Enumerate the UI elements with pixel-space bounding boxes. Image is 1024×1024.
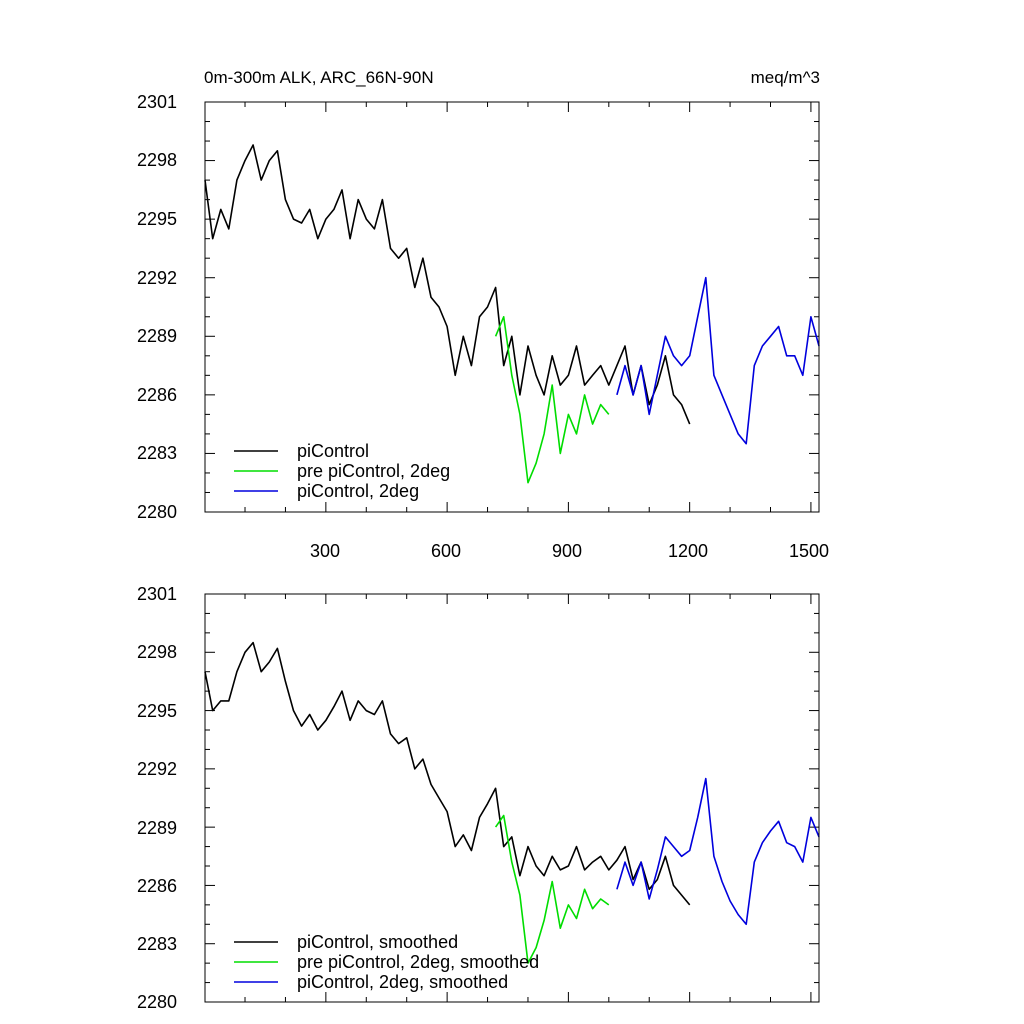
units-label: meq/m^3 <box>751 68 820 87</box>
y-tick-label: 2292 <box>137 759 177 779</box>
y-tick-label: 2283 <box>137 443 177 463</box>
legend-label: piControl <box>297 441 369 461</box>
x-tick-label: 600 <box>431 541 461 561</box>
top-plot-frame <box>204 101 820 513</box>
legend-label: piControl, 2deg <box>297 481 419 501</box>
series-line-pre-picontrol-2deg <box>494 315 610 484</box>
legend-label: piControl, 2deg, smoothed <box>297 972 508 992</box>
y-tick-label: 2289 <box>137 326 177 346</box>
x-tick-label: 300 <box>310 541 340 561</box>
top-x-tick-labels: 300 600 900 1200 1500 <box>310 541 829 561</box>
bottom-panel: 2280 2283 2286 2289 2292 2295 2298 2301 … <box>137 584 820 1012</box>
y-tick-label: 2295 <box>137 209 177 229</box>
bottom-axes-ticks <box>205 593 819 1003</box>
bottom-series-lines <box>204 641 820 964</box>
top-y-tick-labels: 2280 2283 2286 2289 2292 2295 2298 2301 <box>137 92 177 522</box>
bottom-legend: piControl, smoothed pre piControl, 2deg,… <box>234 932 539 992</box>
chart-title: 0m-300m ALK, ARC_66N-90N <box>204 68 434 87</box>
y-tick-label: 2289 <box>137 818 177 838</box>
y-tick-label: 2301 <box>137 92 177 112</box>
series-line-picontrol-2deg <box>616 276 820 445</box>
legend-label: piControl, smoothed <box>297 932 458 952</box>
bottom-y-tick-labels: 2280 2283 2286 2289 2292 2295 2298 2301 <box>137 584 177 1012</box>
series-line-picontrol <box>204 144 691 425</box>
y-tick-label: 2280 <box>137 502 177 522</box>
y-tick-label: 2286 <box>137 876 177 896</box>
x-tick-label: 900 <box>552 541 582 561</box>
y-tick-label: 2298 <box>137 642 177 662</box>
x-tick-label: 1500 <box>789 541 829 561</box>
y-tick-label: 2301 <box>137 584 177 604</box>
y-tick-label: 2292 <box>137 268 177 288</box>
series-line-picontrol-2deg-smoothed <box>616 777 820 926</box>
series-line-picontrol-smoothed <box>204 641 691 906</box>
top-series-lines <box>204 144 820 484</box>
y-tick-label: 2283 <box>137 934 177 954</box>
y-tick-label: 2295 <box>137 701 177 721</box>
legend-label: pre piControl, 2deg <box>297 461 450 481</box>
y-tick-label: 2280 <box>137 992 177 1012</box>
y-tick-label: 2298 <box>137 150 177 170</box>
series-line-pre-picontrol-2deg-smoothed <box>494 814 610 964</box>
x-tick-label: 1200 <box>668 541 708 561</box>
y-tick-label: 2286 <box>137 385 177 405</box>
top-legend: piControl pre piControl, 2deg piControl,… <box>234 441 450 501</box>
bottom-plot-frame <box>204 593 820 1003</box>
legend-label: pre piControl, 2deg, smoothed <box>297 952 539 972</box>
top-panel: 0m-300m ALK, ARC_66N-90N meq/m^3 300 600… <box>137 68 829 561</box>
